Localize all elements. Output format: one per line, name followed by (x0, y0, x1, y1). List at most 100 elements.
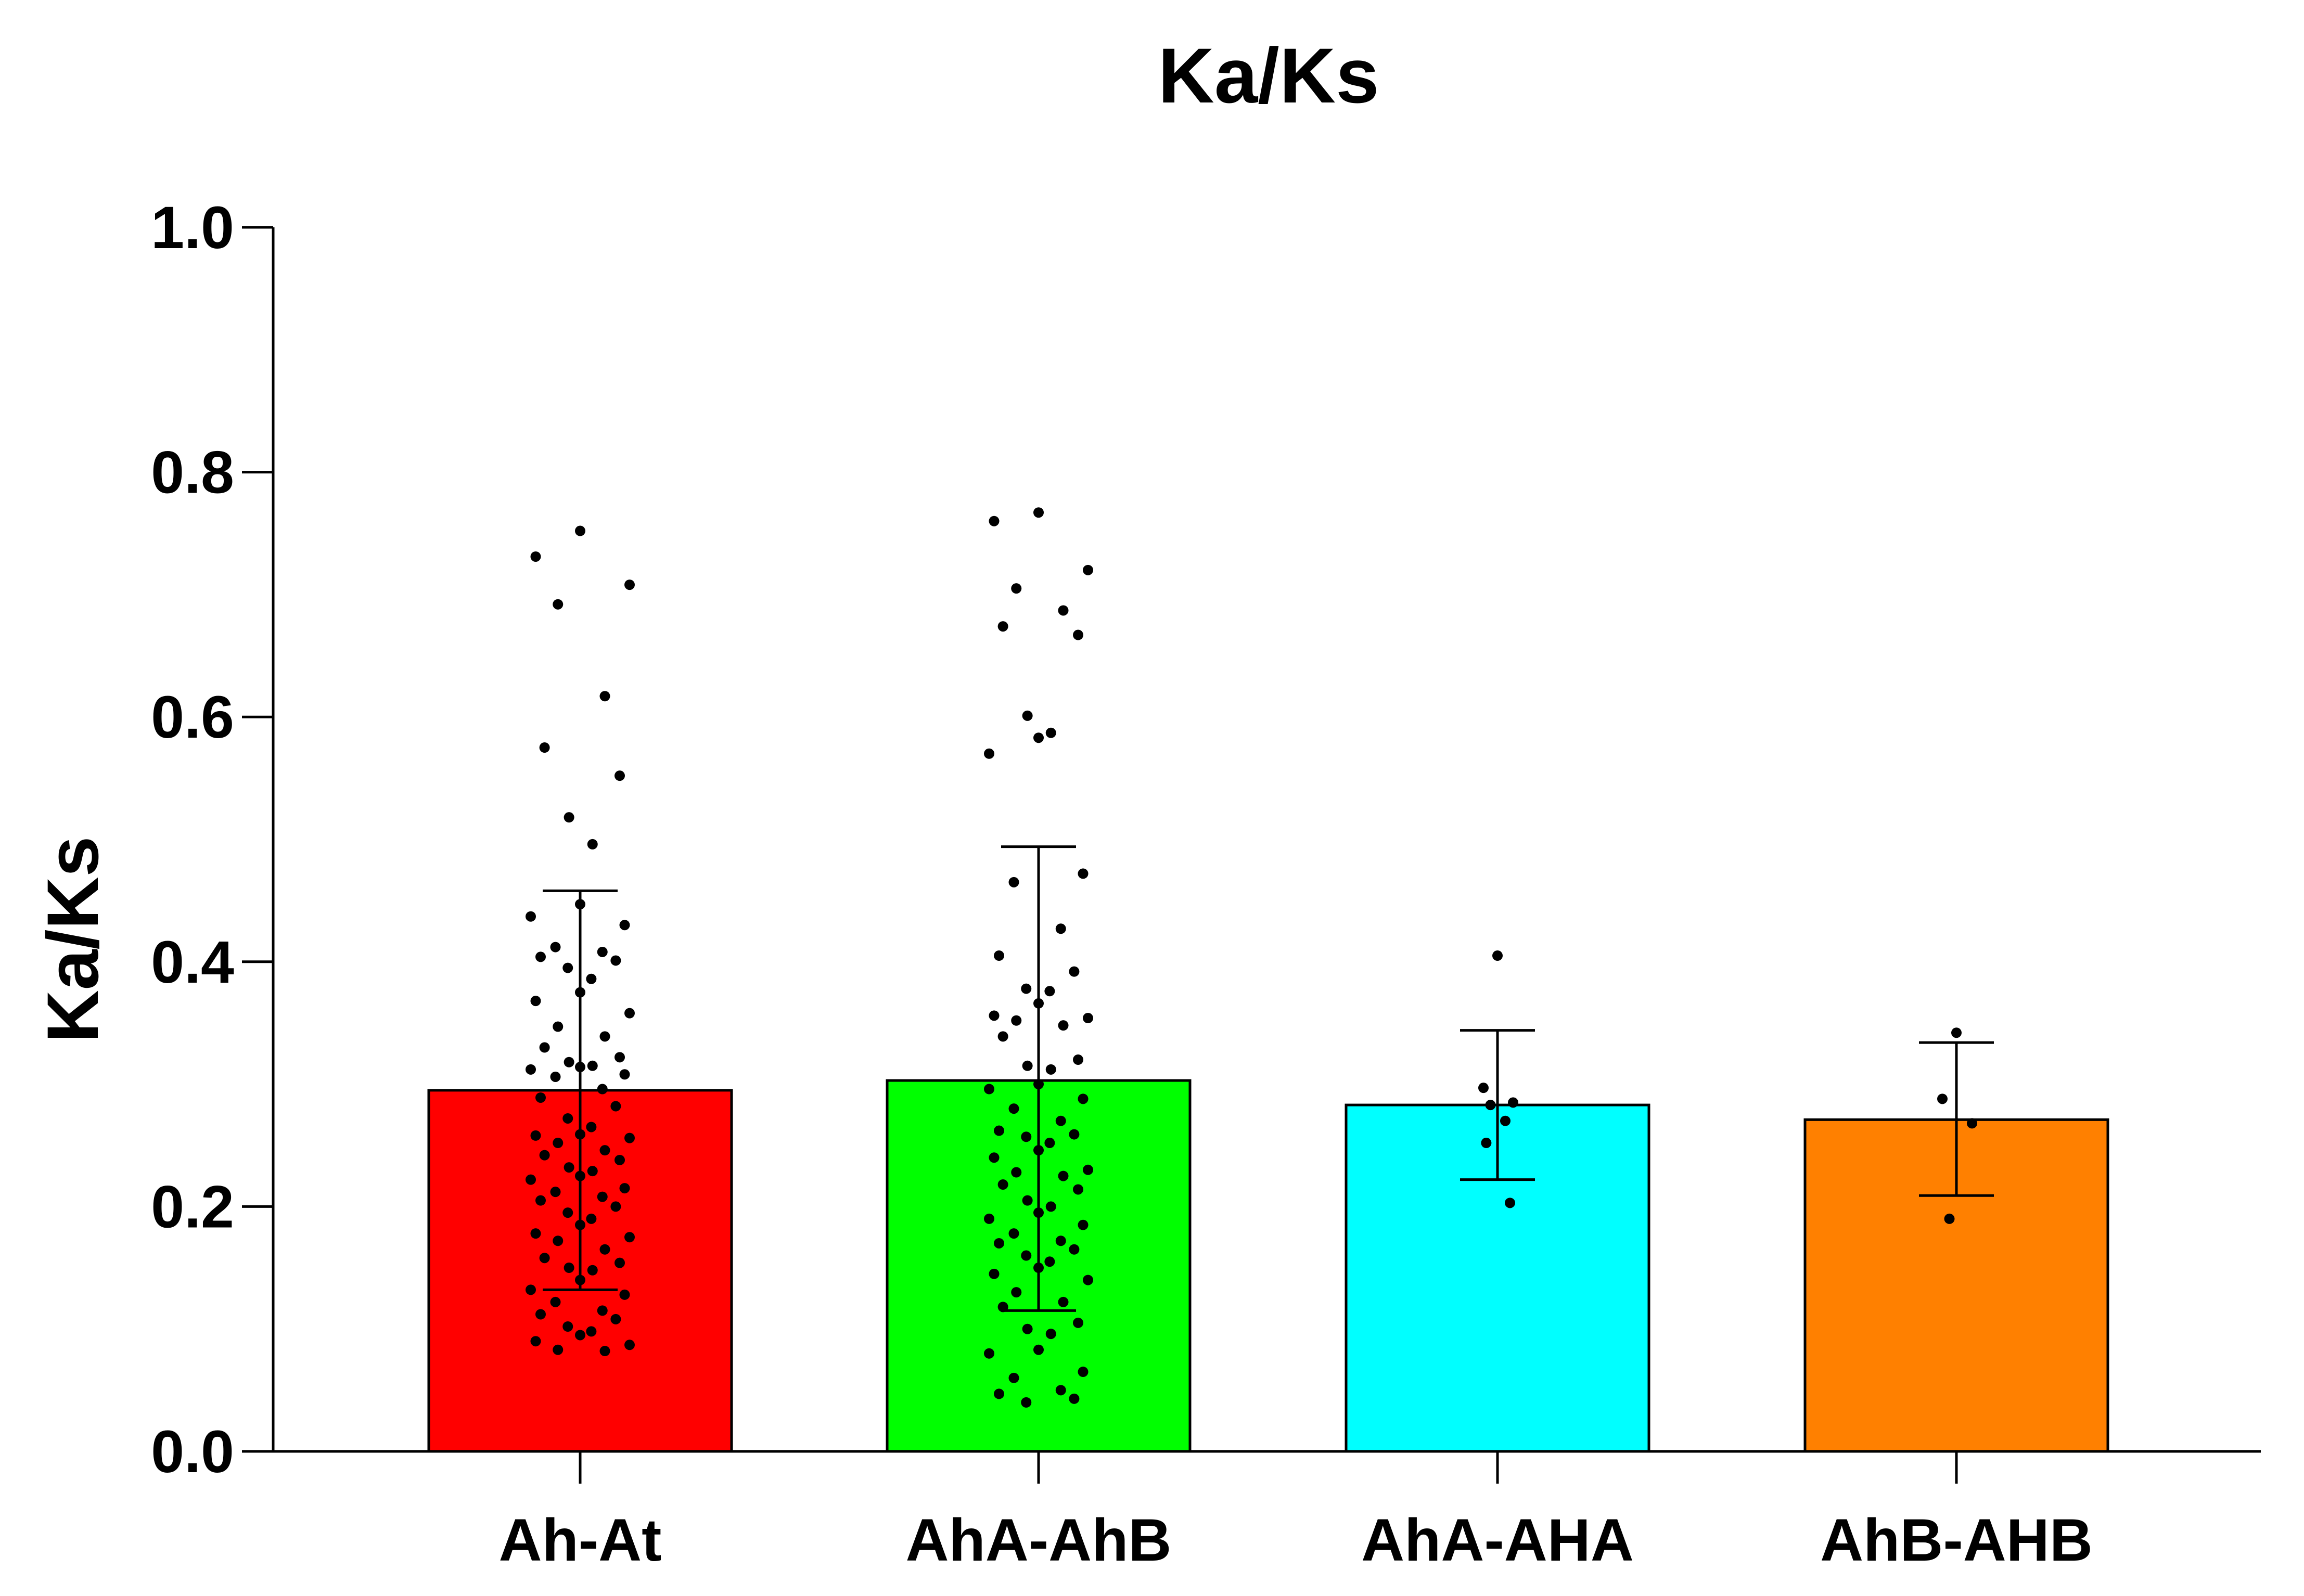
data-point-aha-ahb (994, 1388, 1004, 1399)
y-tick-label: 1.0 (151, 195, 234, 261)
data-point-ahb-ahb (1944, 1213, 1955, 1224)
data-point-ah-at (586, 1122, 597, 1132)
data-point-aha-ahb (1073, 629, 1083, 640)
data-point-aha-ahb (989, 1152, 1000, 1163)
x-tick-label: AhA-AHA (1361, 1507, 1634, 1574)
data-point-ah-at (619, 1183, 630, 1194)
data-point-ah-at (564, 812, 574, 823)
data-point-ah-at (564, 1057, 574, 1067)
data-point-aha-ahb (1021, 983, 1032, 994)
data-point-ah-at (562, 1321, 573, 1332)
data-point-aha-aha (1478, 1083, 1489, 1093)
y-tick-label: 0.2 (151, 1174, 234, 1240)
data-point-ah-at (539, 742, 550, 753)
data-point-aha-ahb (1083, 1013, 1093, 1024)
data-point-aha-ahb (1058, 1170, 1069, 1181)
data-point-aha-ahb (1022, 1195, 1033, 1206)
data-point-ah-at (530, 1130, 541, 1141)
data-point-ah-at (615, 770, 625, 781)
data-point-ah-at (599, 1145, 610, 1156)
data-point-aha-aha (1505, 1198, 1515, 1208)
data-point-aha-ahb (1078, 868, 1089, 879)
data-point-ah-at (562, 962, 573, 973)
y-tick-label: 0.4 (151, 929, 234, 996)
data-point-ah-at (564, 1162, 574, 1173)
data-point-ah-at (624, 580, 635, 590)
data-point-ah-at (587, 1265, 598, 1276)
data-point-aha-ahb (1058, 1296, 1069, 1307)
data-point-aha-ahb (1044, 1256, 1055, 1267)
data-point-ah-at (586, 1213, 597, 1224)
data-point-ah-at (610, 1101, 621, 1112)
data-point-ah-at (553, 1235, 564, 1246)
data-point-ah-at (624, 1132, 635, 1143)
data-point-ah-at (530, 996, 541, 1007)
data-point-ah-at (550, 1187, 561, 1198)
data-point-aha-ahb (1022, 710, 1033, 721)
data-point-ah-at (562, 1207, 573, 1218)
data-point-aha-aha (1492, 950, 1503, 961)
data-point-aha-ahb (1033, 732, 1044, 743)
data-point-ah-at (619, 920, 630, 931)
data-point-ah-at (586, 973, 597, 984)
data-point-ah-at (539, 1253, 550, 1264)
data-point-ah-at (615, 1257, 625, 1268)
data-point-aha-ahb (984, 1348, 994, 1359)
data-point-ah-at (530, 1228, 541, 1239)
data-point-ah-at (535, 1195, 546, 1206)
data-point-aha-ahb (1078, 1367, 1089, 1378)
data-point-aha-ahb (984, 748, 994, 759)
data-point-aha-ahb (1078, 1093, 1089, 1104)
data-point-ahb-ahb (1937, 1093, 1948, 1104)
data-point-ah-at (530, 1336, 541, 1347)
data-point-aha-ahb (1021, 1250, 1032, 1261)
data-point-ah-at (599, 1346, 610, 1357)
data-point-ah-at (624, 1008, 635, 1019)
data-point-aha-ahb (1022, 1060, 1033, 1071)
data-point-ah-at (550, 1296, 561, 1307)
data-point-ah-at (610, 1314, 621, 1324)
data-point-ah-at (610, 1201, 621, 1212)
data-point-aha-ahb (1078, 1219, 1089, 1230)
data-point-aha-ahb (1045, 727, 1056, 738)
y-axis-label: Ka/Ks (32, 836, 113, 1043)
data-point-aha-ahb (1033, 1344, 1044, 1355)
data-point-ah-at (526, 1284, 536, 1295)
data-point-aha-aha (1508, 1097, 1518, 1108)
data-point-aha-ahb (1069, 1129, 1080, 1140)
data-point-ah-at (587, 1060, 598, 1071)
data-point-aha-ahb (1033, 507, 1044, 518)
data-point-aha-ahb (1045, 1064, 1056, 1075)
data-point-aha-ahb (989, 1268, 1000, 1279)
data-point-aha-ahb (1055, 1235, 1066, 1246)
data-point-aha-ahb (1058, 605, 1069, 616)
data-point-ah-at (619, 1069, 630, 1080)
data-point-aha-ahb (1073, 1184, 1083, 1195)
data-point-ah-at (597, 946, 608, 957)
data-point-ah-at (553, 1138, 564, 1149)
data-point-ah-at (526, 1174, 536, 1185)
data-point-ah-at (587, 1166, 598, 1177)
data-point-aha-ahb (1073, 1317, 1083, 1328)
data-point-ah-at (575, 1330, 585, 1341)
data-point-aha-ahb (1073, 1054, 1083, 1065)
data-point-ah-at (597, 1305, 608, 1316)
data-point-aha-ahb (994, 1125, 1004, 1136)
data-point-aha-ahb (1011, 583, 1022, 594)
data-point-aha-ahb (1069, 1393, 1080, 1404)
data-point-aha-ahb (1055, 1115, 1066, 1126)
data-point-ah-at (586, 1326, 597, 1337)
x-tick-label: AhB-AHB (1820, 1507, 2093, 1574)
data-point-aha-ahb (984, 1084, 994, 1095)
data-point-ah-at (530, 551, 541, 562)
data-point-ah-at (615, 1052, 625, 1063)
data-point-ah-at (550, 1071, 561, 1082)
data-point-ah-at (526, 1064, 536, 1075)
data-point-aha-ahb (1021, 1397, 1032, 1408)
data-point-aha-ahb (1044, 986, 1055, 997)
data-point-aha-ahb (997, 621, 1008, 632)
data-point-ah-at (610, 955, 621, 966)
data-point-aha-ahb (1055, 1385, 1066, 1396)
data-point-ahb-ahb (1967, 1118, 1977, 1129)
